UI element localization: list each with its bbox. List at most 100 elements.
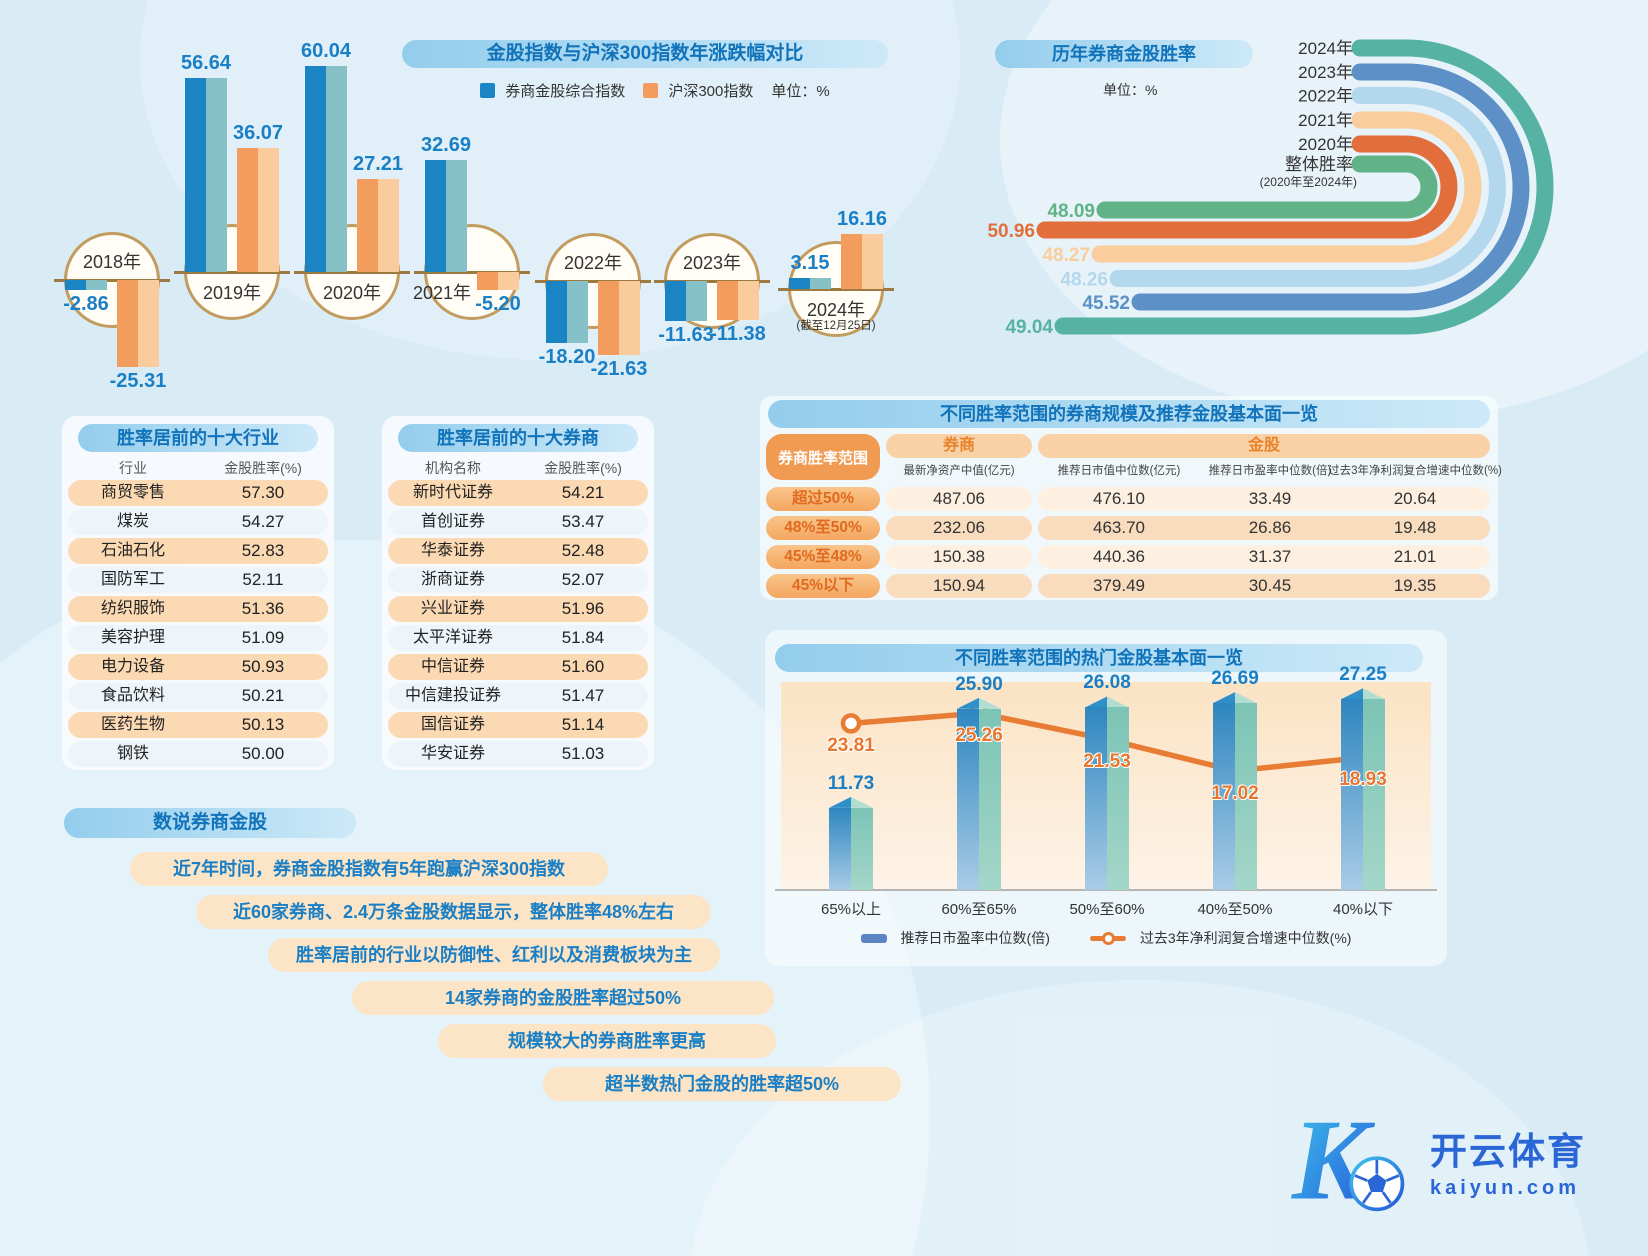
csi300-legend-swatch — [643, 83, 659, 98]
broker-col-header: 机构名称 — [425, 460, 481, 476]
category-label: 60%至65% — [941, 901, 1017, 918]
growth-legend-swatch — [1089, 931, 1126, 945]
bar-value-label: 36.07 — [232, 122, 284, 145]
ring-year-label: 整体胜率 — [1285, 155, 1353, 174]
industry-table-title: 胜率居前的十大行业 — [78, 424, 318, 452]
bar-value-label: 16.16 — [836, 207, 888, 230]
row-label: 太平洋证券 — [412, 629, 493, 646]
bar-value-label: -11.38 — [710, 323, 766, 346]
pe-legend-label: 推荐日市盈率中位数(倍) — [900, 930, 1050, 946]
bar-value-label: -25.31 — [109, 369, 167, 392]
row-value: 54.21 — [561, 483, 605, 502]
row-label: 石油石化 — [100, 542, 165, 559]
unit-label: 单位：% — [771, 83, 830, 100]
combo-bar — [1107, 707, 1129, 890]
combo-bar — [979, 708, 1001, 890]
kaiyun-logo-mark: K — [1291, 1095, 1405, 1223]
gold-stock-value: 31.37 — [1248, 547, 1292, 566]
ring-year-label: 2022年 — [1298, 87, 1353, 106]
gold-stock-value: 19.35 — [1393, 576, 1437, 595]
kaiyun-logo: K 开云体育 kaiyun.com — [1290, 1085, 1640, 1235]
broker-row: 浙商证券 52.07 — [388, 567, 648, 593]
combo-bar-cap — [1341, 688, 1363, 700]
logo-domain: kaiyun.com — [1430, 1176, 1581, 1199]
row-value: 52.07 — [561, 570, 605, 589]
combo-bar — [1341, 699, 1363, 890]
index-bar — [425, 159, 467, 272]
bar-value-label: 32.69 — [420, 133, 472, 156]
gold-stock-cells: 463.70 26.86 19.48 — [1038, 516, 1490, 540]
range-table-title: 不同胜率范围的券商规模及推荐金股基本面一览 — [768, 400, 1490, 428]
combo-line-label: 25.26 — [955, 725, 1003, 747]
range-table-row: 45%以下 150.94 379.49 30.45 19.35 — [764, 574, 1494, 598]
csi300-bar — [598, 281, 640, 356]
combo-bar-cap — [957, 697, 979, 709]
row-value: 51.96 — [561, 599, 605, 618]
net-assets-cell: 487.06 — [886, 487, 1032, 511]
bar-value-label: -21.63 — [590, 358, 648, 381]
baseline — [414, 271, 530, 274]
row-label: 医药生物 — [100, 716, 165, 733]
row-label: 兴业证券 — [420, 600, 485, 617]
range-table-row: 45%至48% 150.38 440.36 31.37 21.01 — [764, 545, 1494, 569]
gold-stock-value: 476.10 — [1093, 489, 1145, 508]
gold-stock-value: 20.64 — [1393, 489, 1437, 508]
bar-value-label: -5.20 — [475, 292, 521, 315]
radial-chart-title: 历年券商金股胜率 — [995, 40, 1253, 68]
broker-table-header: 机构名称 金股胜率(%) — [388, 456, 648, 480]
baseline — [535, 280, 651, 283]
csi300-bar — [117, 280, 159, 367]
row-value: 51.84 — [561, 628, 605, 647]
index-bar — [546, 281, 588, 344]
radial-rings: 2024年 49.04 2023年 45.52 2022年 48.26 2021年 48.27… — [987, 39, 1554, 338]
logo-brand-name: 开云体育 — [1430, 1130, 1586, 1172]
row-value: 51.36 — [241, 599, 285, 618]
row-value: 51.03 — [561, 744, 605, 763]
combo-bar — [1213, 703, 1235, 890]
row-label: 纺织服饰 — [100, 600, 165, 617]
ring-year-label: 2021年 — [1298, 111, 1353, 130]
broker-row: 华安证券 51.03 — [388, 741, 648, 767]
broker-row: 中信证券 51.60 — [388, 654, 648, 680]
gold-stock-cells: 476.10 33.49 20.64 — [1038, 487, 1490, 511]
win-rate-range-table: 不同胜率范围的券商规模及推荐金股基本面一览 券商胜率范围 券商 金股 最新净资产… — [760, 396, 1502, 600]
fact-pill: 近7年时间，券商金股指数有5年跑赢沪深300指数 — [130, 852, 608, 886]
combo-bar — [1363, 699, 1385, 890]
net-assets-cell: 150.94 — [886, 574, 1032, 598]
industry-row: 食品饮料 50.21 — [68, 683, 328, 709]
row-value: 51.09 — [241, 628, 285, 647]
combo-bar-label: 11.73 — [827, 772, 875, 794]
index-legend-swatch — [480, 83, 496, 98]
row-value: 54.27 — [241, 512, 285, 531]
baseline — [294, 271, 410, 274]
broker-row: 兴业证券 51.96 — [388, 596, 648, 622]
gold-stock-value: 30.45 — [1248, 576, 1292, 595]
gold-stock-value: 33.49 — [1248, 489, 1292, 508]
row-label: 钢铁 — [116, 745, 149, 762]
row-label: 食品饮料 — [100, 687, 165, 704]
net-assets-cell: 150.38 — [886, 545, 1032, 569]
ring-value-label: 50.96 — [987, 221, 1035, 242]
unit-label: 单位：% — [1103, 82, 1158, 98]
combo-bar-label: 26.08 — [1083, 672, 1131, 694]
combo-bar-cap — [1213, 692, 1235, 704]
combo-line-label: 17.02 — [1211, 782, 1259, 804]
combo-bar — [957, 708, 979, 890]
broker-table-title: 胜率居前的十大券商 — [398, 424, 638, 452]
csi300-bar — [237, 148, 279, 272]
facts-title: 数说券商金股 — [64, 808, 356, 838]
ring-arc — [1096, 155, 1438, 219]
growth-legend-label: 过去3年净利润复合增速中位数(%) — [1139, 930, 1352, 946]
csi300-bar — [477, 272, 519, 290]
industry-row: 纺织服饰 51.36 — [68, 596, 328, 622]
combo-bar — [1235, 703, 1257, 890]
row-label: 华泰证券 — [420, 542, 485, 559]
csi300-bar — [717, 281, 759, 321]
index-bar — [65, 280, 107, 290]
annual-chart-title: 金股指数与沪深300指数年涨跌幅对比 — [402, 40, 888, 68]
fact-pill: 规模较大的券商胜率更高 — [438, 1024, 776, 1058]
gold-stock-value: 21.01 — [1393, 547, 1437, 566]
row-value: 53.47 — [561, 512, 605, 531]
bar-value-label: 56.64 — [180, 51, 232, 74]
year-label: 2023年 — [682, 253, 742, 273]
